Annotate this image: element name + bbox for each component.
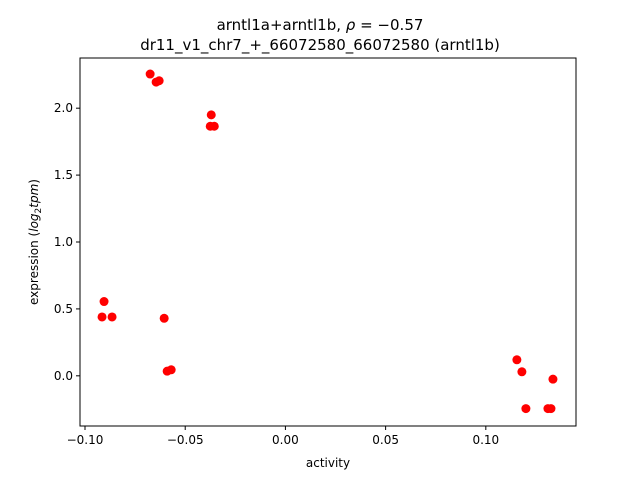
data-point-6 — [99, 297, 109, 307]
chart-title-line1: arntl1a+arntl1b, ρ = −0.57 — [217, 16, 424, 34]
data-point-2 — [154, 76, 164, 86]
x-tick-label: 0.00 — [272, 433, 299, 447]
data-point-5 — [209, 121, 219, 131]
data-point-12 — [512, 355, 522, 365]
data-point-16 — [546, 404, 556, 414]
y-tick-label: 1.5 — [54, 168, 73, 182]
data-points — [97, 69, 558, 414]
x-axis-label: activity — [306, 456, 350, 470]
y-tick-label: 0.5 — [54, 302, 73, 316]
chart-title-line2: dr11_v1_chr7_+_66072580_66072580 (arntl1… — [140, 36, 500, 55]
data-point-7 — [97, 312, 107, 322]
y-tick-label: 2.0 — [54, 101, 73, 115]
data-point-13 — [517, 367, 527, 377]
x-axis-ticks: −0.10 −0.05 0.00 0.05 0.10 — [67, 426, 499, 447]
data-point-0 — [145, 69, 155, 79]
y-axis-ticks: 0.0 0.5 1.0 1.5 2.0 — [54, 101, 80, 383]
data-point-11 — [166, 365, 176, 375]
data-point-9 — [159, 313, 169, 323]
x-tick-label: 0.10 — [472, 433, 499, 447]
y-axis-label: expression (log2tpm) — [27, 179, 44, 305]
y-tick-label: 0.0 — [54, 369, 73, 383]
plot-frame — [79, 57, 577, 427]
x-tick-label: −0.10 — [67, 433, 104, 447]
data-point-17 — [548, 374, 558, 384]
y-tick-label: 1.0 — [54, 235, 73, 249]
x-tick-label: −0.05 — [167, 433, 204, 447]
data-point-8 — [107, 312, 117, 322]
data-point-3 — [206, 110, 216, 120]
x-tick-label: 0.05 — [372, 433, 399, 447]
data-point-14 — [521, 404, 531, 414]
